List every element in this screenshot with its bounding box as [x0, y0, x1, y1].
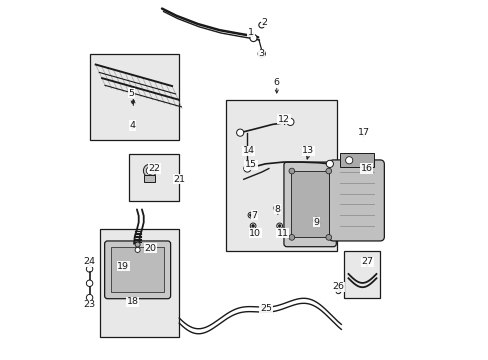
Bar	[111, 247, 164, 292]
Text: 1: 1	[247, 28, 253, 37]
Circle shape	[313, 217, 319, 223]
Circle shape	[86, 280, 93, 287]
Circle shape	[286, 118, 293, 126]
Text: 21: 21	[173, 175, 185, 184]
Text: 11: 11	[276, 229, 288, 238]
Circle shape	[143, 164, 156, 177]
Text: 18: 18	[126, 297, 138, 306]
Circle shape	[345, 157, 352, 164]
Circle shape	[135, 247, 140, 252]
Text: 4: 4	[129, 121, 135, 130]
Text: 6: 6	[273, 78, 279, 87]
Bar	[339, 153, 373, 167]
Circle shape	[325, 160, 333, 167]
Circle shape	[278, 225, 281, 227]
Circle shape	[276, 223, 282, 229]
Bar	[129, 154, 179, 201]
Circle shape	[325, 234, 331, 240]
Circle shape	[275, 207, 278, 210]
Circle shape	[236, 129, 244, 136]
Circle shape	[244, 165, 250, 172]
Text: 3: 3	[258, 49, 264, 58]
Bar	[144, 175, 155, 182]
Text: 24: 24	[83, 257, 95, 266]
Circle shape	[273, 205, 279, 211]
Circle shape	[325, 168, 331, 174]
Text: 25: 25	[260, 304, 271, 313]
Text: 22: 22	[148, 164, 160, 173]
Text: 13: 13	[302, 146, 314, 155]
Text: 5: 5	[128, 89, 134, 98]
Circle shape	[251, 225, 254, 227]
FancyBboxPatch shape	[284, 162, 336, 247]
Text: 26: 26	[332, 282, 344, 291]
Text: 23: 23	[83, 300, 96, 309]
Circle shape	[247, 212, 253, 218]
Bar	[344, 251, 379, 298]
Text: 10: 10	[249, 229, 261, 238]
Text: 17: 17	[357, 128, 369, 137]
Bar	[100, 229, 179, 337]
Text: 8: 8	[274, 205, 280, 214]
Circle shape	[86, 294, 93, 301]
Text: 2: 2	[261, 18, 266, 27]
Text: 15: 15	[244, 161, 256, 170]
Circle shape	[288, 168, 294, 174]
Circle shape	[146, 167, 153, 174]
Text: 7: 7	[251, 211, 257, 220]
Bar	[225, 100, 336, 251]
Circle shape	[249, 35, 257, 41]
Circle shape	[335, 289, 340, 294]
Circle shape	[258, 22, 264, 28]
Text: 14: 14	[243, 146, 254, 155]
Circle shape	[314, 219, 317, 222]
Circle shape	[250, 223, 255, 229]
Text: 20: 20	[144, 244, 156, 253]
Circle shape	[288, 234, 294, 240]
Circle shape	[86, 266, 93, 272]
Circle shape	[249, 214, 252, 217]
Text: 9: 9	[313, 218, 319, 227]
Bar	[290, 171, 328, 237]
Circle shape	[258, 50, 265, 57]
Text: 27: 27	[361, 257, 372, 266]
Text: 12: 12	[277, 114, 289, 123]
FancyBboxPatch shape	[104, 241, 170, 299]
Text: 16: 16	[360, 164, 372, 173]
Circle shape	[135, 242, 140, 247]
Text: 19: 19	[117, 262, 129, 271]
FancyBboxPatch shape	[328, 160, 384, 241]
Bar	[89, 54, 179, 140]
